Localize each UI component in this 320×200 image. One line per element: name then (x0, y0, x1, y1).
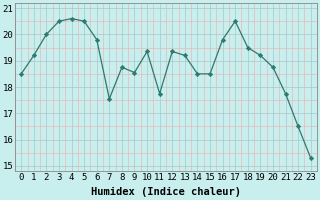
X-axis label: Humidex (Indice chaleur): Humidex (Indice chaleur) (91, 187, 241, 197)
